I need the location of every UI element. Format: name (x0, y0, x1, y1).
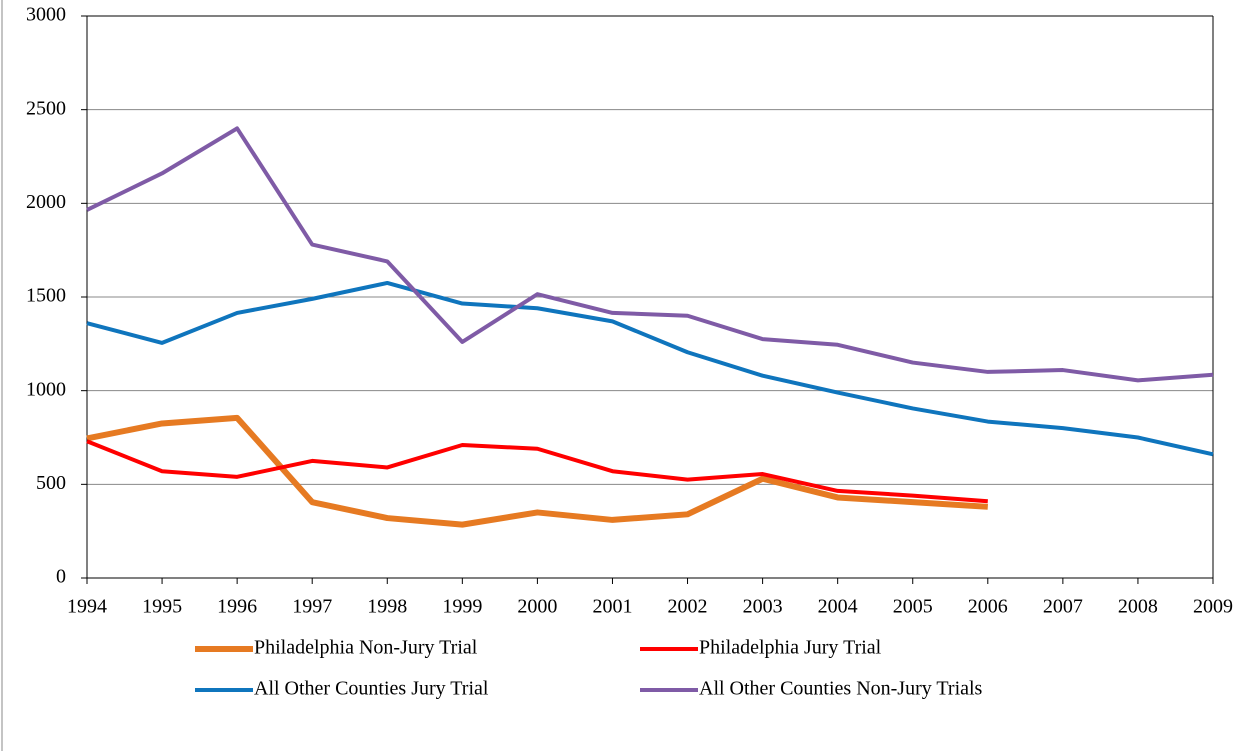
series-line (86, 280, 1214, 457)
x-tick-label: 2005 (893, 596, 933, 618)
x-tick-label: 1996 (217, 596, 257, 618)
x-tick-label: 1994 (67, 596, 107, 618)
x-tick-label: 2009 (1193, 596, 1233, 618)
y-tick-label: 1000 (26, 378, 66, 400)
x-tick-label: 2007 (1043, 596, 1083, 618)
x-tick-label: 1999 (442, 596, 482, 618)
y-tick-label: 2500 (26, 97, 66, 119)
series-line (86, 414, 988, 528)
x-tick-label: 2003 (743, 596, 783, 618)
x-tick-label: 2001 (592, 596, 632, 618)
series-line (86, 126, 1214, 383)
y-tick-label: 500 (36, 472, 66, 494)
x-tick-label: 2008 (1118, 596, 1158, 618)
y-tick-label: 2000 (26, 191, 66, 213)
x-tick-label: 1997 (292, 596, 332, 618)
y-tick-label: 3000 (26, 4, 66, 26)
y-tick-label: 1500 (26, 285, 66, 307)
x-tick-label: 2002 (668, 596, 708, 618)
legend-label: Philadelphia Jury Trial (699, 637, 882, 659)
legend-label: All Other Counties Jury Trial (254, 678, 489, 700)
x-tick-label: 2004 (818, 596, 858, 618)
x-tick-label: 2000 (517, 596, 557, 618)
x-tick-label: 1998 (367, 596, 407, 618)
legend-label: All Other Counties Non-Jury Trials (699, 678, 983, 700)
y-tick-label: 0 (56, 566, 66, 588)
legend-label: Philadelphia Non-Jury Trial (254, 637, 478, 659)
series-line (86, 439, 988, 504)
x-tick-label: 1995 (142, 596, 182, 618)
x-tick-label: 2006 (968, 596, 1008, 618)
